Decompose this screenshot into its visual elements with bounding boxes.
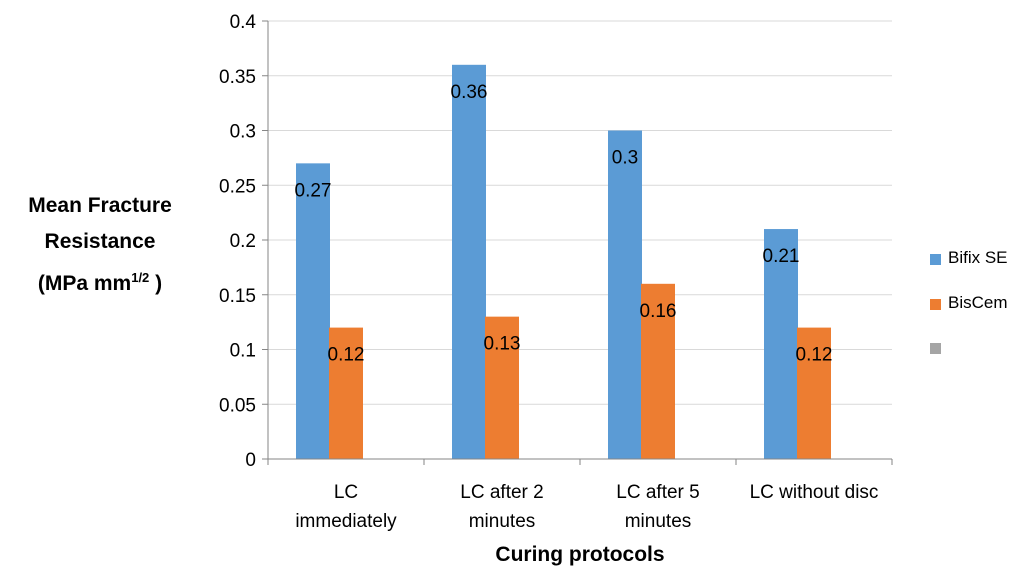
bar (329, 327, 363, 459)
data-label: 0.21 (763, 246, 800, 267)
data-label: 0.27 (295, 180, 332, 201)
x-axis-title: Curing protocols (495, 543, 665, 566)
y-tick-label: 0 (245, 450, 256, 471)
y-tick-label: 0.05 (219, 395, 256, 416)
y-tick-label: 0.25 (219, 176, 256, 197)
x-tick-label: immediately (295, 511, 397, 532)
x-tick-label: LC without disc (750, 482, 879, 503)
legend-label-biscem: BisCem (948, 293, 1008, 312)
data-label: 0.12 (328, 345, 365, 366)
legend-label-bifix-se: Bifix SE (948, 248, 1008, 267)
y-tick-label: 0.1 (230, 341, 256, 362)
legend-swatch-biscem (930, 299, 941, 310)
y-axis-title-line-2: Resistance (44, 230, 156, 253)
data-label: 0.3 (612, 148, 638, 169)
data-label: 0.36 (451, 82, 488, 103)
data-label: 0.16 (640, 301, 677, 322)
x-tick-label: LC after 2 (460, 482, 543, 503)
y-tick-label: 0.15 (219, 286, 256, 307)
y-axis-title: Mean Fracture Resistance (MPa mm1/2 ) (0, 188, 200, 302)
y-tick-label: 0.2 (230, 231, 256, 252)
y-tick-label: 0.35 (219, 67, 256, 88)
x-tick-label: LC after 5 (616, 482, 699, 503)
data-label: 0.13 (484, 334, 521, 355)
bar (764, 229, 798, 459)
legend-swatch-series-3 (930, 343, 941, 354)
bar (797, 327, 831, 459)
bar (485, 316, 519, 459)
data-label: 0.12 (796, 345, 833, 366)
legend-swatch-bifix-se (930, 254, 941, 265)
bar (608, 130, 642, 459)
y-axis-title-paren: ) (149, 272, 163, 295)
y-axis-title-line-1: Mean Fracture (28, 194, 172, 217)
y-tick-label: 0.4 (230, 12, 257, 33)
x-tick-label: minutes (469, 511, 536, 532)
x-tick-label: minutes (625, 511, 692, 532)
y-axis-title-exponent: 1/2 (131, 270, 150, 285)
y-axis-title-line-3: (MPa mm1/2 ) (0, 260, 200, 302)
y-axis-title-unit: (MPa mm (37, 272, 132, 295)
bar (641, 283, 675, 459)
bar (452, 64, 486, 460)
bar (296, 163, 330, 459)
y-tick-label: 0.3 (230, 122, 256, 143)
x-tick-label: LC (334, 482, 358, 503)
